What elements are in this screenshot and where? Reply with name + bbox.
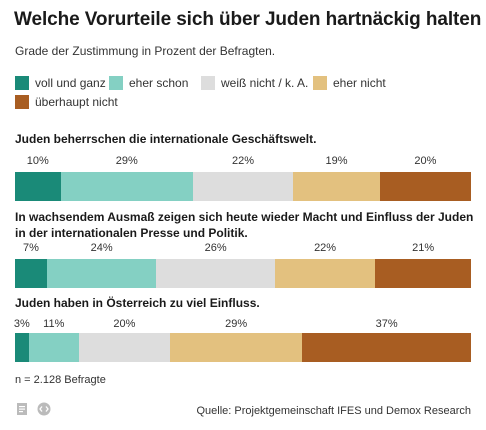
percent-labels-row: 10% 29% 22% 19% 20%: [15, 155, 471, 169]
data-label: 20%: [414, 155, 437, 167]
stacked-bar: [15, 259, 471, 288]
data-label: 20%: [113, 318, 136, 330]
data-label: 37%: [375, 318, 398, 330]
legend-label: weiß nicht / k. A.: [221, 76, 309, 90]
legend-swatch: [15, 76, 29, 90]
legend-item-voll-und-ganz: voll und ganz: [15, 76, 106, 90]
legend-swatch: [313, 76, 327, 90]
bar-segment: [15, 333, 29, 362]
data-label: 19%: [325, 155, 348, 167]
data-label: 21%: [412, 242, 435, 254]
bar-segment: [375, 259, 471, 288]
bar-segment: [274, 259, 376, 288]
data-label: 10%: [26, 155, 49, 167]
embed-icon[interactable]: [37, 402, 51, 416]
bar-segment: [15, 172, 61, 201]
bar-segment: [192, 172, 294, 201]
legend-item-eher-schon: eher schon: [109, 76, 188, 90]
data-label: 29%: [225, 318, 248, 330]
bar-segment: [78, 333, 171, 362]
data-label: 22%: [314, 242, 337, 254]
percent-labels-row: 7% 24% 26% 22% 21%: [15, 242, 471, 256]
sample-size-note: n = 2.128 Befragte: [15, 374, 106, 386]
bar-segment: [156, 259, 275, 288]
bar-segment: [293, 172, 380, 201]
document-icon[interactable]: [15, 402, 29, 416]
legend-label: voll und ganz: [35, 76, 106, 90]
legend-label: eher schon: [129, 76, 189, 90]
stacked-bar: [15, 333, 471, 362]
legend-label: überhaupt nicht: [35, 95, 118, 109]
data-label: 7%: [23, 242, 39, 254]
question-label: Juden beherrschen die internationale Ges…: [15, 132, 317, 146]
bar-segment: [46, 259, 157, 288]
chart-title: Welche Vorurteile sich über Juden hartnä…: [14, 9, 482, 30]
chart-subtitle: Grade der Zustimmung in Prozent der Befr…: [15, 44, 276, 58]
legend-item-eher-nicht: eher nicht: [313, 76, 386, 90]
percent-labels-row: 3% 11% 20% 29% 37%: [13, 318, 471, 332]
legend-swatch: [201, 76, 215, 90]
legend-item-ueberhaupt-nicht: überhaupt nicht: [15, 95, 118, 109]
bar-segment: [170, 333, 303, 362]
bar-segment: [28, 333, 79, 362]
data-label: 11%: [43, 318, 65, 330]
data-label: 29%: [115, 155, 138, 167]
question-label: In wachsendem Ausmaß zeigen sich heute w…: [15, 210, 474, 240]
data-label: 24%: [90, 242, 113, 254]
bar-segment: [302, 333, 471, 362]
data-label: 3%: [13, 318, 30, 330]
source-note: Quelle: Projektgemeinschaft IFES und Dem…: [196, 405, 471, 417]
data-label: 26%: [204, 242, 227, 254]
question-label: Juden haben in Österreich zu viel Einflu…: [15, 296, 260, 310]
legend-swatch: [109, 76, 123, 90]
bar-segment: [15, 259, 47, 288]
data-label: 22%: [231, 155, 255, 167]
legend-swatch: [15, 95, 29, 109]
legend-label: eher nicht: [333, 76, 386, 90]
legend-item-weiss-nicht: weiß nicht / k. A.: [201, 76, 308, 90]
bar-segment: [379, 172, 471, 201]
stacked-bar: [15, 172, 471, 201]
bar-segment: [60, 172, 193, 201]
